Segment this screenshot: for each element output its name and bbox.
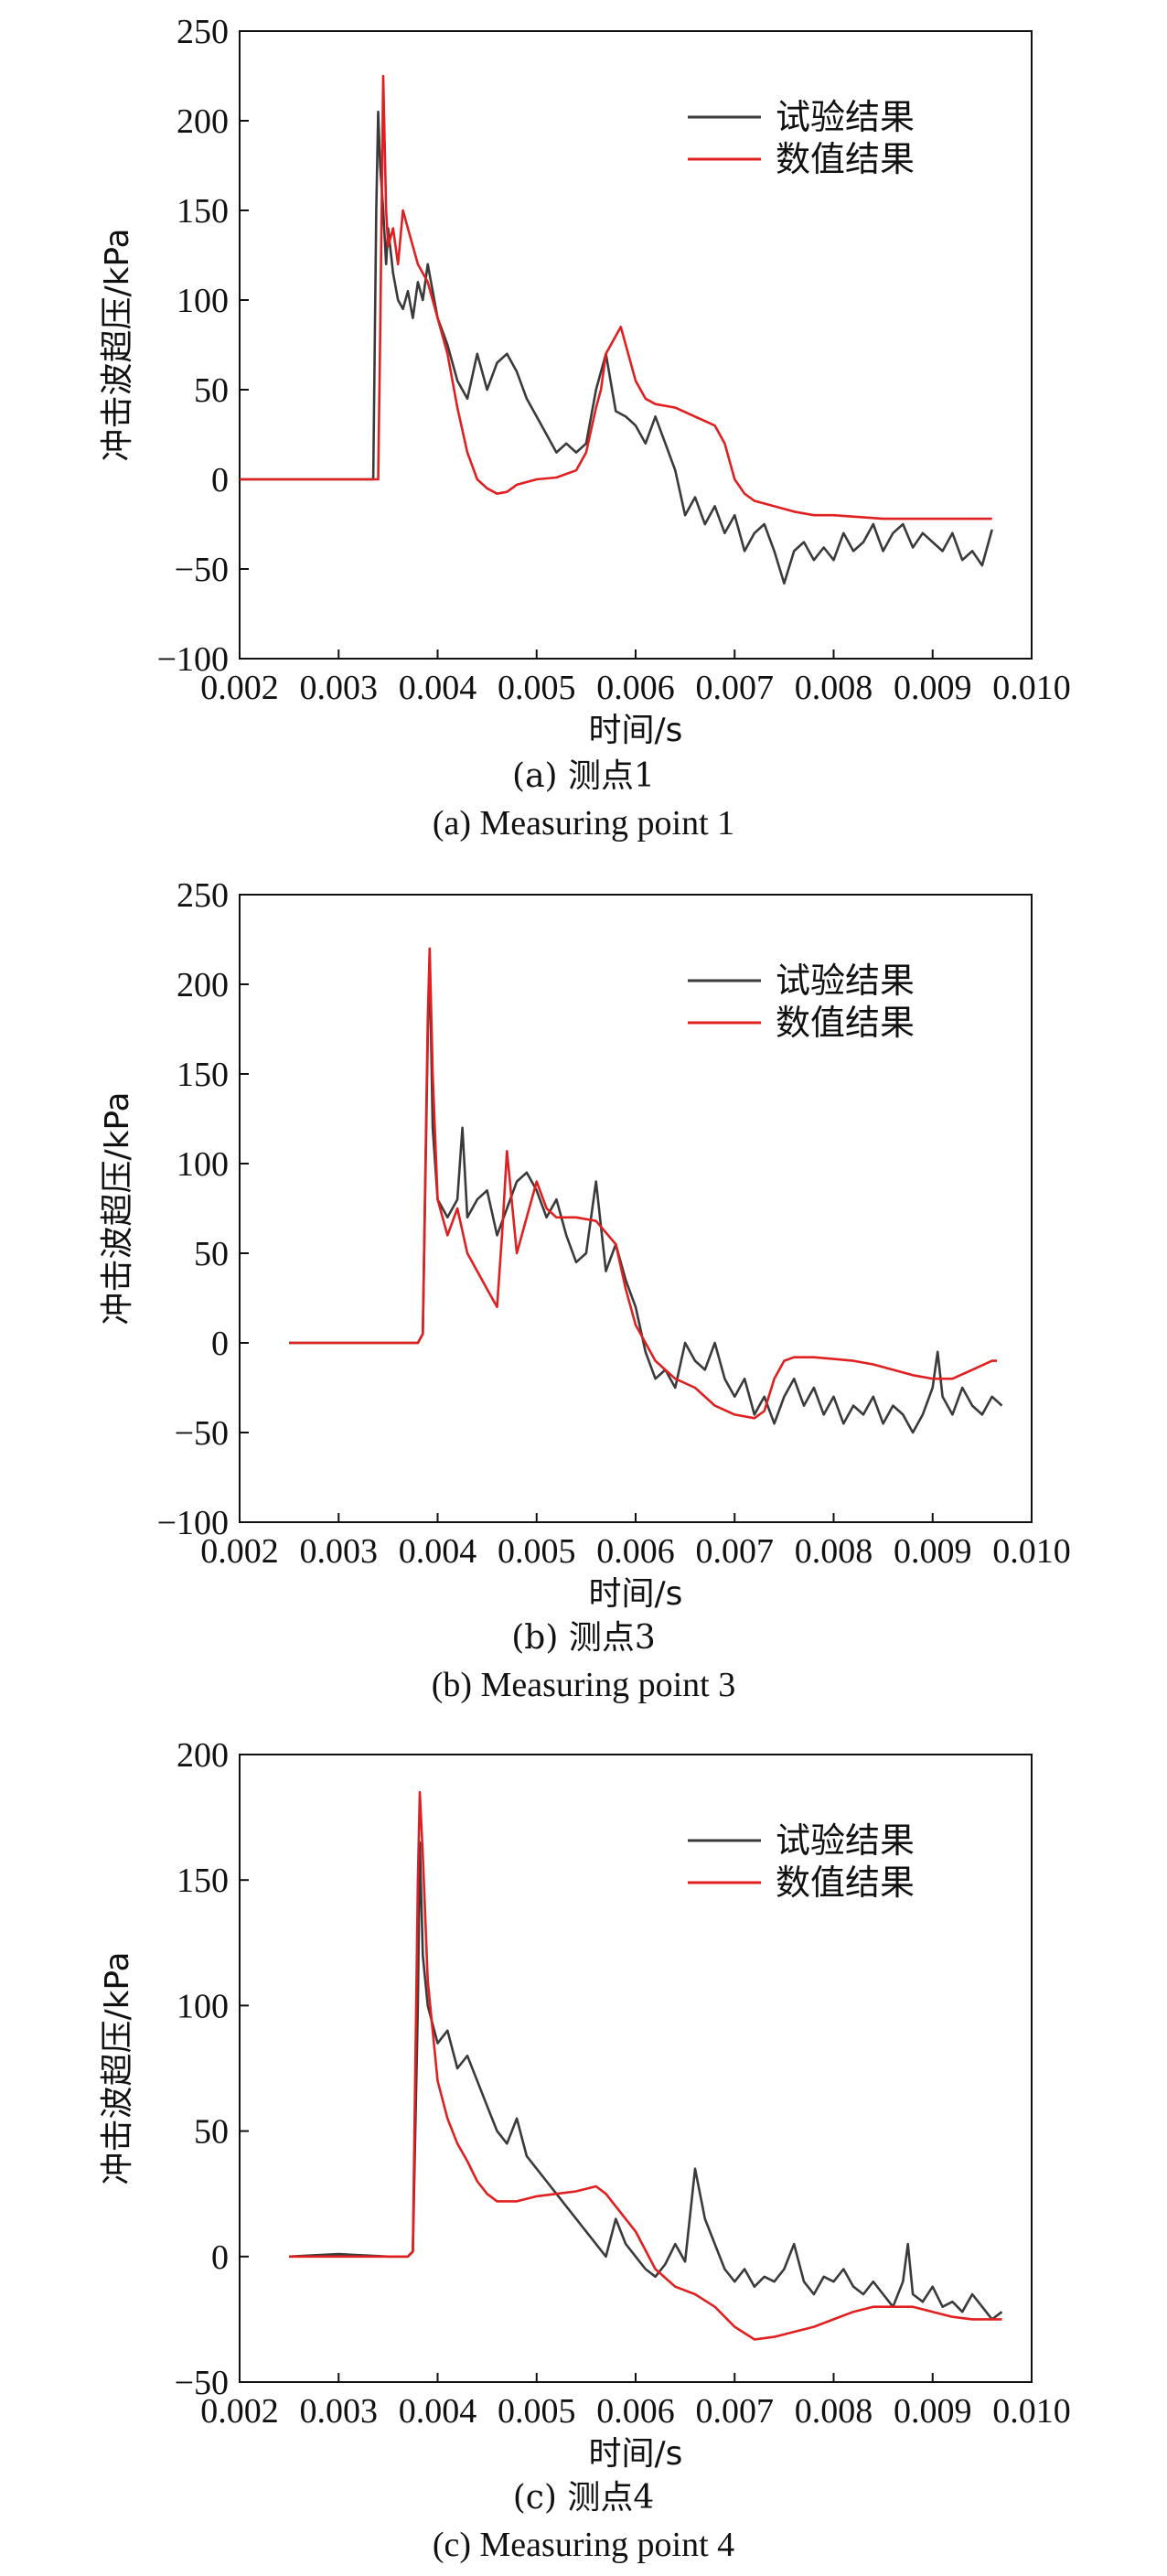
y-tick-label: 150 [177,1862,229,1900]
y-axis-label: 冲击波超压/kPa [99,1951,136,2184]
x-tick-label: 0.009 [894,1532,972,1571]
caption-en: (b) Measuring point 3 [432,1666,735,1704]
y-tick-label: 0 [211,461,229,499]
y-tick-label: 100 [177,282,229,320]
y-tick-label: 250 [177,13,229,51]
y-tick-label: 150 [177,192,229,231]
caption-en: (c) Measuring point 4 [433,2526,734,2564]
legend-label-numerical: 数值结果 [776,139,915,179]
x-tick-label: 0.002 [200,1532,279,1571]
x-tick-label: 0.010 [992,669,1071,707]
y-tick-label: 200 [177,102,229,141]
series-line-experiment [240,110,993,585]
x-tick-label: 0.002 [200,2392,279,2431]
y-tick-label: 200 [177,1736,229,1775]
series-line-experiment [289,1841,1003,2321]
x-tick-label: 0.010 [992,2392,1071,2431]
x-tick-label: 0.005 [498,1532,576,1571]
y-tick-label: 0 [211,2238,229,2277]
series-line-numerical [289,947,998,1420]
x-axis-label: 时间/s [589,2435,683,2473]
legend-label-experiment: 试验结果 [776,1820,915,1861]
x-tick-label: 0.006 [596,2392,675,2431]
y-tick-label: 100 [177,1145,229,1184]
y-tick-label: 0 [211,1325,229,1363]
x-tick-label: 0.009 [894,2392,972,2431]
y-axis-label: 冲击波超压/kPa [99,1091,136,1325]
x-tick-label: 0.004 [399,1532,477,1571]
y-axis-label: 冲击波超压/kPa [99,228,136,461]
x-tick-label: 0.007 [696,669,775,707]
x-tick-label: 0.003 [300,669,379,707]
x-tick-label: 0.003 [300,1532,379,1571]
x-tick-label: 0.007 [696,1532,775,1571]
caption-zh: (a) 测点1 [512,757,655,795]
y-tick-label: 50 [194,2113,229,2152]
x-tick-label: 0.005 [498,669,576,707]
x-tick-label: 0.008 [795,2392,873,2431]
legend-label-experiment: 试验结果 [776,961,915,1001]
y-tick-label: −50 [175,1414,229,1453]
legend-label-numerical: 数值结果 [776,1862,915,1903]
x-tick-label: 0.010 [992,1532,1071,1571]
x-tick-label: 0.004 [399,2392,477,2431]
x-tick-label: 0.003 [300,2392,379,2431]
x-tick-label: 0.004 [399,669,477,707]
caption-en: (a) Measuring point 1 [433,804,734,843]
caption-zh: (b) 测点3 [511,1619,655,1657]
x-tick-label: 0.008 [795,669,873,707]
chart-panel-2: 0.002 0.003 0.004 0.005 0.006 0.007 0.008 0.009… [99,876,1071,1704]
y-tick-label: 150 [177,1056,229,1094]
chart-panel-3: 0.002 0.003 0.004 0.005 0.006 0.007 0.008 0.009… [99,1736,1071,2564]
x-tick-label: 0.006 [596,1532,675,1571]
y-tick-label: −50 [175,551,229,589]
x-tick-label: 0.007 [696,2392,775,2431]
caption-zh: (c) 测点4 [513,2479,655,2517]
y-tick-label: −100 [157,1504,229,1542]
series-line-numerical [289,1790,1002,2341]
x-axis-label: 时间/s [589,712,683,749]
x-tick-label: 0.002 [200,669,279,707]
y-tick-label: −50 [175,2364,229,2402]
x-tick-label: 0.006 [596,669,675,707]
x-tick-label: 0.005 [498,2392,576,2431]
x-tick-label: 0.008 [795,1532,873,1571]
y-tick-label: 50 [194,371,229,410]
y-tick-label: 100 [177,1987,229,2025]
chart-panel-1: 0.002 0.003 0.004 0.005 0.006 0.007 0.008 0.009… [99,13,1071,843]
y-tick-label: 250 [177,876,229,915]
x-tick-label: 0.009 [894,669,972,707]
y-tick-label: 200 [177,966,229,1004]
y-tick-label: 50 [194,1235,229,1273]
series-line-numerical [240,74,992,521]
x-axis-label: 时间/s [589,1575,683,1613]
legend-label-experiment: 试验结果 [776,97,915,137]
legend-label-numerical: 数值结果 [776,1003,915,1043]
y-tick-label: −100 [157,640,229,679]
series-line-experiment [289,956,1003,1434]
